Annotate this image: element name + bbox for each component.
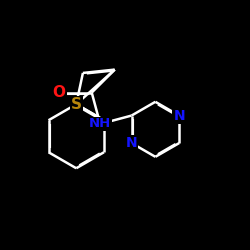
Text: NH: NH bbox=[89, 118, 111, 130]
Text: O: O bbox=[53, 85, 66, 100]
Text: N: N bbox=[126, 136, 137, 150]
Text: S: S bbox=[71, 97, 82, 112]
Text: N: N bbox=[173, 108, 185, 122]
